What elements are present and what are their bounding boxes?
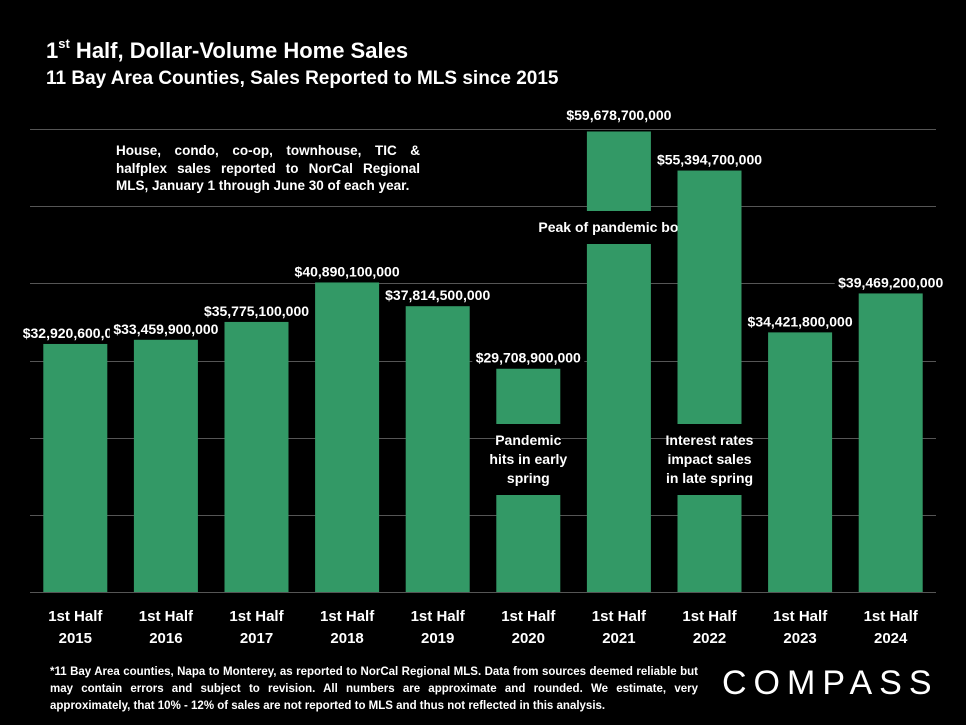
- data-label-1: $33,459,900,000: [113, 321, 218, 337]
- bar-4: [405, 300, 470, 592]
- data-label-8: $34,421,800,000: [748, 313, 853, 329]
- annotation-box-7: [676, 424, 743, 495]
- chart-title: 1st Half, Dollar-Volume Home Sales: [46, 36, 409, 64]
- annotation-text: spring: [507, 470, 550, 486]
- data-label-bg-6: [562, 104, 675, 126]
- category-label: 1st Half: [229, 608, 284, 625]
- category-label: 2020: [512, 630, 545, 647]
- data-label-5: $29,708,900,000: [476, 350, 581, 366]
- category-label: 1st Half: [139, 608, 194, 625]
- data-label-2: $35,775,100,000: [204, 303, 309, 319]
- bar-1: [133, 333, 198, 592]
- chart-subtitle: 11 Bay Area Counties, Sales Reported to …: [46, 68, 559, 89]
- data-label-bg-5: [472, 346, 585, 369]
- annotation-text: impact sales: [667, 451, 751, 467]
- title-superscript: st: [58, 36, 70, 51]
- data-label-4: $37,814,500,000: [385, 287, 490, 303]
- data-label-bg-3: [291, 260, 404, 283]
- bar-3: [315, 276, 380, 592]
- category-label: 2015: [59, 630, 92, 647]
- data-label-0: $32,920,600,000: [23, 325, 128, 341]
- category-label: 2016: [149, 630, 182, 647]
- data-label-3: $40,890,100,000: [295, 263, 400, 279]
- compass-logo: COMPASS: [722, 664, 939, 702]
- bar-8: [768, 326, 833, 592]
- data-label-bg-7: [653, 148, 766, 171]
- data-label-bg-9: [834, 271, 947, 294]
- category-label: 2021: [602, 630, 635, 647]
- category-label: 1st Half: [320, 608, 375, 625]
- annotation-text: Peak of pandemic boom: [538, 219, 699, 235]
- bar-2: [224, 315, 289, 592]
- category-label: 2017: [240, 630, 273, 647]
- category-label: 1st Half: [592, 608, 647, 625]
- category-label: 1st Half: [682, 608, 737, 625]
- category-label: 1st Half: [773, 608, 828, 625]
- category-label: 1st Half: [48, 608, 103, 625]
- category-label: 2022: [693, 630, 726, 647]
- annotation-text: hits in early: [489, 451, 567, 467]
- category-label: 2018: [330, 630, 363, 647]
- data-label-bg-4: [381, 284, 494, 307]
- category-label: 1st Half: [864, 608, 919, 625]
- title-rest: Half, Dollar-Volume Home Sales: [69, 38, 409, 63]
- data-label-bg-8: [744, 310, 857, 333]
- bar-9: [858, 287, 923, 592]
- bar-6: [586, 131, 651, 592]
- annotation-box-6: [585, 211, 652, 244]
- annotation-text: Pandemic: [495, 432, 561, 448]
- bar-7: [677, 164, 742, 592]
- data-label-6: $59,678,700,000: [566, 107, 671, 123]
- category-label: 2023: [783, 630, 816, 647]
- annotation-box-5: [495, 424, 562, 495]
- data-label-bg-1: [109, 317, 222, 340]
- bar-0: [43, 337, 108, 592]
- annotation-text: Interest rates: [666, 432, 754, 448]
- chart-note: House, condo, co-op, townhouse, TIC & ha…: [116, 143, 420, 193]
- annotation-text: in late spring: [666, 470, 753, 486]
- title-main: 1: [46, 38, 59, 63]
- category-label: 1st Half: [501, 608, 556, 625]
- data-label-bg-0: [19, 321, 132, 344]
- category-label: 2024: [874, 630, 908, 647]
- data-label-bg-2: [200, 299, 313, 322]
- footnote: *11 Bay Area counties, Napa to Monterey,…: [50, 666, 698, 712]
- category-label: 2019: [421, 630, 454, 647]
- data-label-9: $39,469,200,000: [838, 274, 943, 290]
- data-label-7: $55,394,700,000: [657, 152, 762, 168]
- category-label: 1st Half: [411, 608, 466, 625]
